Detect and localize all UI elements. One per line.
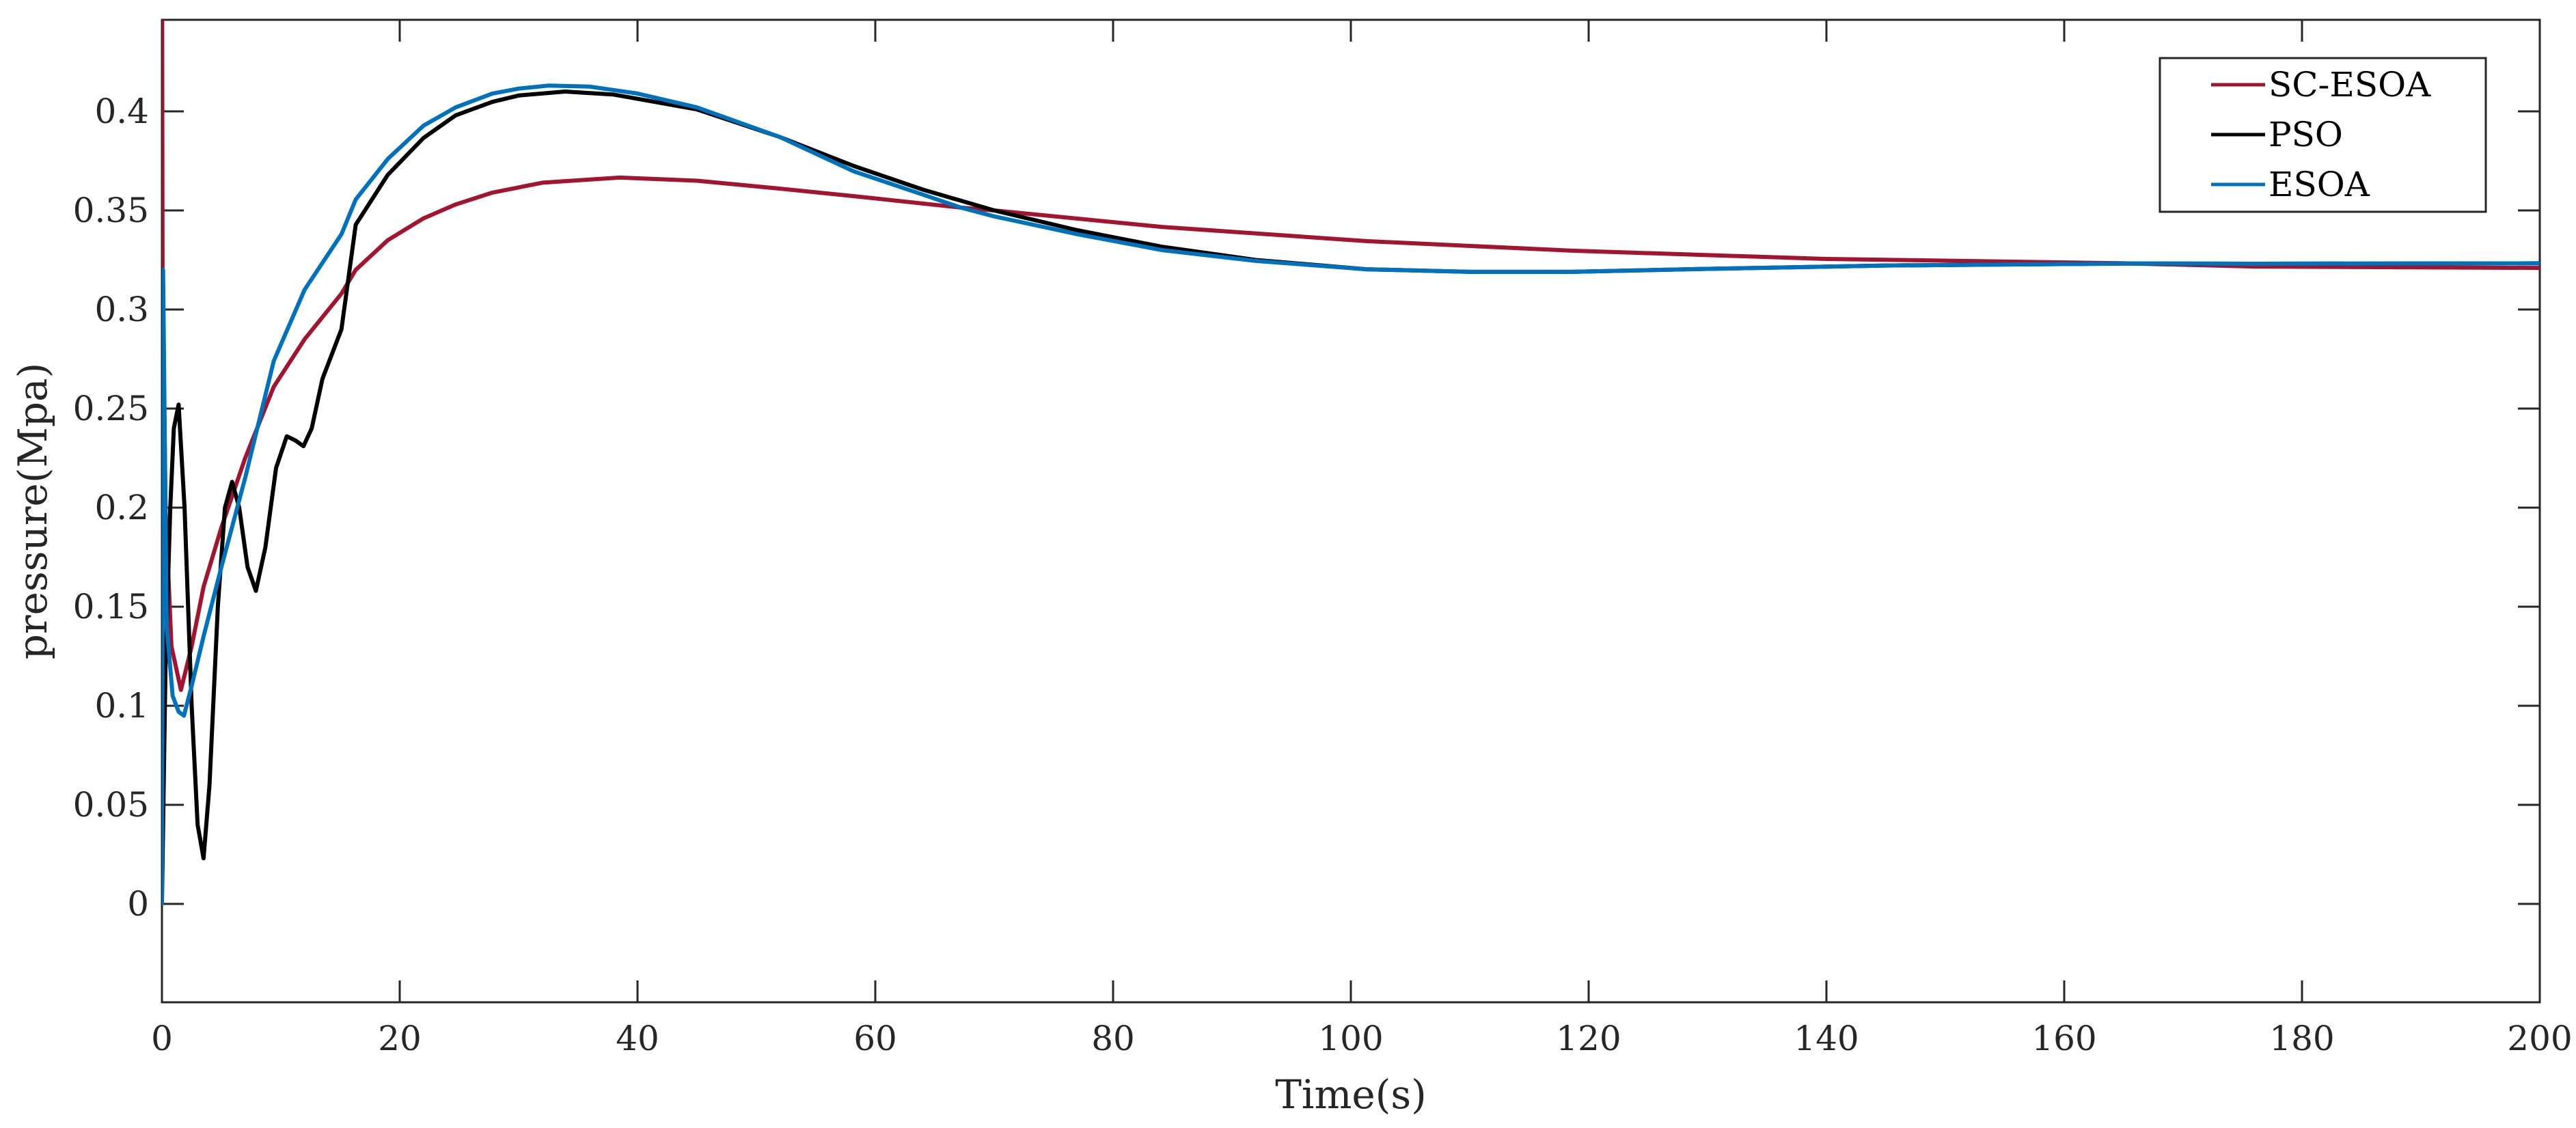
y-tick-label: 0	[127, 884, 149, 924]
x-tick-label: 20	[378, 1019, 422, 1058]
x-tick-label: 0	[151, 1019, 173, 1058]
x-tick-label: 160	[2031, 1019, 2096, 1058]
legend-item-pso[interactable]: PSO	[2211, 115, 2343, 154]
x-tick-label: 60	[853, 1019, 897, 1058]
y-tick-label: 0.25	[73, 389, 149, 428]
legend-label: ESOA	[2269, 165, 2370, 204]
y-tick-label: 0.2	[94, 488, 149, 527]
legend-item-sc-esoa[interactable]: SC-ESOA	[2211, 65, 2431, 105]
y-tick-label: 0.15	[73, 587, 149, 627]
y-tick-label: 0.3	[94, 290, 149, 329]
x-tick-label: 140	[1794, 1019, 1859, 1058]
y-axis-label: pressure(Mpa)	[10, 363, 56, 659]
y-tick-label: 0.05	[73, 785, 149, 825]
x-tick-label: 80	[1091, 1019, 1135, 1058]
x-tick-label: 200	[2507, 1019, 2572, 1058]
y-tick-label: 0.35	[73, 191, 149, 230]
y-tick-label: 0.4	[94, 92, 149, 131]
x-tick-label: 40	[616, 1019, 659, 1058]
y-tick-label: 0.1	[94, 686, 149, 726]
x-tick-label: 100	[1318, 1019, 1383, 1058]
series-line-sc-esoa	[162, 20, 2540, 906]
legend-label: SC-ESOA	[2269, 65, 2431, 105]
data-series	[162, 20, 2540, 906]
x-axis-label: Time(s)	[1275, 1071, 1427, 1118]
x-tick-label: 120	[1556, 1019, 1621, 1058]
legend: SC-ESOA PSO ESOA	[2159, 57, 2487, 213]
x-tick-label: 180	[2269, 1019, 2334, 1058]
x-axis-ticks: 0 20 40 60 80 100 120 140 160 180 200	[151, 20, 2573, 1058]
legend-label: PSO	[2269, 115, 2343, 154]
series-line-esoa	[162, 83, 2540, 906]
legend-item-esoa[interactable]: ESOA	[2211, 165, 2370, 204]
